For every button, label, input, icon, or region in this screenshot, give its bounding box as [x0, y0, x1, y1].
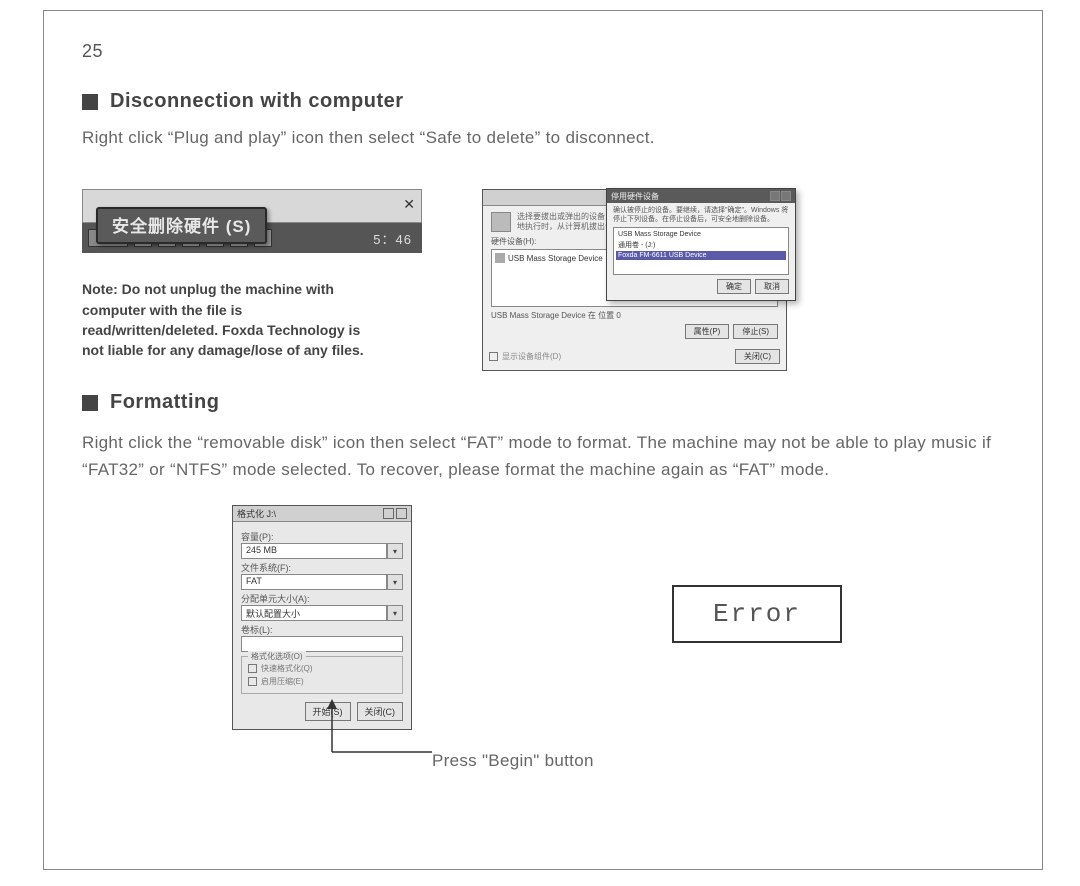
sub-hint: 确认被停止的设备。要继续，请选择"确定"。Windows 将停止下列设备。在停止…	[613, 207, 789, 224]
close-button: 关闭(C)	[735, 349, 780, 364]
section1-title: Disconnection with computer	[110, 90, 404, 113]
format-title: 格式化 J:\	[237, 507, 276, 520]
dropdown-icon: ▾	[387, 605, 403, 621]
sub-row: USB Mass Storage Device	[616, 230, 786, 239]
close-icon: ✕	[403, 196, 415, 213]
field-alloc: 默认配置大小 ▾	[241, 605, 403, 621]
close-icon	[396, 508, 407, 519]
check-row: 快速格式化(Q)	[248, 663, 396, 674]
group-label: 格式化选项(O)	[248, 651, 306, 662]
screenshot-row-1: ✕ 安全删除硬件 (S) 5：46 Note: Do not unplug th…	[82, 189, 1004, 371]
stop-device-dialog: 停用硬件设备 确认被停止的设备。要继续，请选择"确定"。Windows 将停止下…	[606, 188, 796, 301]
footer-label: 显示设备组件(D)	[502, 351, 735, 362]
sub-button-row: 确定 取消	[613, 279, 789, 294]
section2: Formatting Right click the “removable di…	[82, 391, 1004, 730]
usb-icon	[491, 212, 511, 232]
section2-body: Right click the “removable disk” icon th…	[82, 430, 1004, 483]
help-icon	[383, 508, 394, 519]
taskbar-column: ✕ 安全删除硬件 (S) 5：46 Note: Do not unplug th…	[82, 189, 422, 360]
taskbar-screenshot: ✕ 安全删除硬件 (S) 5：46	[82, 189, 422, 253]
cancel-button: 取消	[755, 279, 789, 294]
note-text: Note: Do not unplug the machine with com…	[82, 279, 382, 360]
bullet-icon	[82, 94, 98, 110]
ok-button: 确定	[717, 279, 751, 294]
dropdown-icon: ▾	[387, 574, 403, 590]
section2-title: Formatting	[110, 391, 219, 414]
section2-header: Formatting	[82, 391, 1004, 414]
input-fs: FAT	[241, 574, 387, 590]
bullet-icon	[82, 395, 98, 411]
dropdown-icon: ▾	[387, 543, 403, 559]
taskbar-time: 5：46	[373, 229, 416, 248]
input-vol	[241, 636, 403, 652]
check-label: 启用压缩(E)	[261, 676, 304, 687]
help-icon	[770, 191, 780, 201]
begin-caption: Press "Begin" button	[432, 751, 594, 771]
page-number: 25	[82, 41, 1004, 62]
label-capacity: 容量(P):	[241, 530, 403, 543]
sub-body: 确认被停止的设备。要继续，请选择"确定"。Windows 将停止下列设备。在停止…	[607, 203, 795, 300]
label-vol: 卷标(L):	[241, 623, 403, 636]
close-icon	[781, 191, 791, 201]
checkbox	[248, 677, 257, 686]
checkbox	[489, 352, 498, 361]
stop-button: 停止(S)	[733, 324, 778, 339]
input-capacity: 245 MB	[241, 543, 387, 559]
button-row: 属性(P) 停止(S)	[491, 324, 778, 339]
safe-remove-dialog: 选择要拔出或弹出的设备，然后单击"停止"。当 Windows 通知您可以安全地执…	[482, 189, 787, 371]
screenshot-row-2: 格式化 J:\ 容量(P): 245 MB ▾ 文件系统(F): FAT ▾	[232, 505, 1004, 730]
checkbox	[248, 664, 257, 673]
format-titlebar: 格式化 J:\	[233, 506, 411, 522]
sub-title-text: 停用硬件设备	[611, 191, 659, 202]
page-frame: 25 Disconnection with computer Right cli…	[43, 10, 1043, 870]
sub-row-selected: Foxda FM-6611 USB Device	[616, 251, 786, 260]
sub-list: USB Mass Storage Device 通用卷 - (J:) Foxda…	[613, 227, 789, 275]
section1-body: Right click “Plug and play” icon then se…	[82, 125, 1004, 151]
field-capacity: 245 MB ▾	[241, 543, 403, 559]
error-text: Error	[713, 599, 801, 629]
input-alloc: 默认配置大小	[241, 605, 387, 621]
sub-row: 通用卷 - (J:)	[616, 239, 786, 251]
sub-titlebar: 停用硬件设备	[607, 189, 795, 203]
check-label: 快速格式化(Q)	[261, 663, 313, 674]
dialog-footer: 显示设备组件(D) 关闭(C)	[483, 345, 786, 370]
check-row: 启用压缩(E)	[248, 676, 396, 687]
error-display: Error	[672, 585, 842, 643]
section1-header: Disconnection with computer	[82, 90, 1004, 113]
props-button: 属性(P)	[685, 324, 730, 339]
label-alloc: 分配单元大小(A):	[241, 592, 403, 605]
format-options-group: 格式化选项(O) 快速格式化(Q) 启用压缩(E)	[241, 656, 403, 694]
device-label: USB Mass Storage Device	[508, 254, 603, 263]
field-fs: FAT ▾	[241, 574, 403, 590]
field-vol	[241, 636, 403, 652]
label-fs: 文件系统(F):	[241, 561, 403, 574]
safe-remove-popup: 安全删除硬件 (S)	[96, 207, 267, 244]
device-icon	[495, 253, 505, 263]
status-text: USB Mass Storage Device 在 位置 0	[491, 310, 778, 321]
